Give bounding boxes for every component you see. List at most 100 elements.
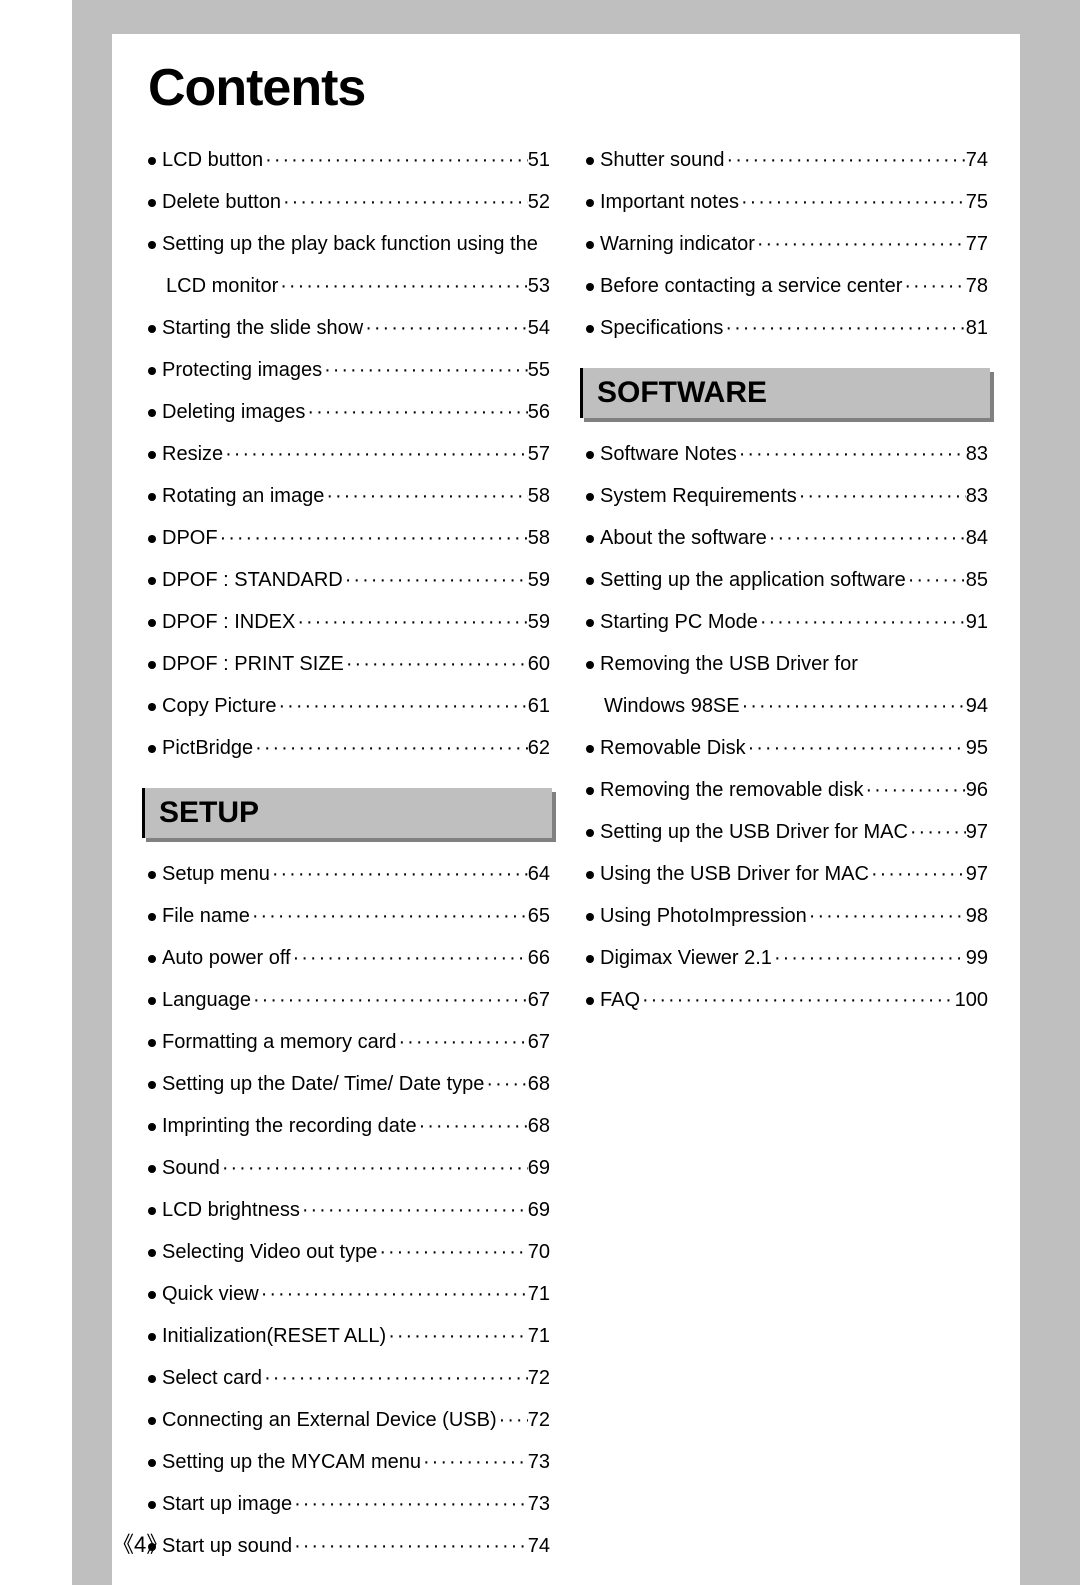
toc-item-page: 59 [528,566,550,594]
toc-item: Initialization(RESET ALL)···············… [148,1322,550,1350]
toc-item: Formatting a memory card················… [148,1028,550,1056]
toc-item-label: Language [162,986,251,1014]
bullet-icon [148,1375,156,1383]
toc-item-page: 67 [528,986,550,1014]
bullet-icon [586,325,594,333]
toc-item: Protecting images·······················… [148,356,550,384]
toc-item-label: Imprinting the recording date [162,1112,417,1140]
section-header-label: SETUP [159,796,259,829]
toc-item-page: 75 [966,188,988,216]
leader-dots: ········································… [421,1448,528,1476]
toc-item-page: 59 [528,608,550,636]
toc-item-page: 83 [966,482,988,510]
leader-dots: ········································… [270,860,528,888]
toc-item-label: LCD brightness [162,1196,300,1224]
toc-item-page: 100 [955,986,988,1014]
toc-item: File name·······························… [148,902,550,930]
toc-item: Warning indicator·······················… [586,230,988,258]
toc-item: Setting up the application software·····… [586,566,988,594]
toc-item-page: 72 [528,1406,550,1434]
toc-item: Starting PC Mode························… [586,608,988,636]
toc-item-label: FAQ [600,986,640,1014]
bullet-icon [586,283,594,291]
bullet-icon [148,871,156,879]
toc-item-page: 74 [528,1532,550,1560]
leader-dots: ········································… [723,314,965,342]
toc-item-page: 74 [966,146,988,174]
toc-list: Setup menu······························… [142,860,552,1560]
leader-dots: ········································… [278,272,527,300]
bullet-icon [586,871,594,879]
toc-item-label: Setup menu [162,860,270,888]
toc-item: LCD monitor·····························… [148,272,550,300]
toc-item-page: 77 [966,230,988,258]
toc-item: DPOF : INDEX····························… [148,608,550,636]
toc-item-label: Initialization(RESET ALL) [162,1322,386,1350]
toc-item-label: Shutter sound [600,146,725,174]
leader-dots: ········································… [253,734,528,762]
toc-item: Software Notes··························… [586,440,988,468]
leader-dots: ········································… [906,566,966,594]
toc-item: Digimax Viewer 2.1······················… [586,944,988,972]
bullet-icon [148,1333,156,1341]
bullet-icon [148,451,156,459]
toc-item: About the software······················… [586,524,988,552]
bullet-icon [586,619,594,627]
toc-item: LCD brightness··························… [148,1196,550,1224]
right-column: Shutter sound···························… [580,146,990,1574]
toc-item: Before contacting a service center······… [586,272,988,300]
toc-item: Connecting an External Device (USB)·····… [148,1406,550,1434]
toc-item-page: 68 [528,1112,550,1140]
toc-item-page: 51 [528,146,550,174]
toc-item-page: 70 [528,1238,550,1266]
leader-dots: ········································… [377,1238,527,1266]
bullet-icon [148,1291,156,1299]
leader-dots: ········································… [640,986,955,1014]
toc-item-page: 71 [528,1322,550,1350]
toc-item-label: Starting PC Mode [600,608,758,636]
leader-dots: ········································… [218,524,528,552]
toc-item-label: Software Notes [600,440,737,468]
toc-item: Rotating an image·······················… [148,482,550,510]
section-header-label: SOFTWARE [597,376,767,409]
toc-item-label: DPOF : PRINT SIZE [162,650,344,678]
toc-item: Setting up the play back function using … [148,230,550,258]
toc-item: Language································… [148,986,550,1014]
bullet-icon [586,787,594,795]
leader-dots: ········································… [772,944,966,972]
bullet-icon [148,661,156,669]
toc-item-label: DPOF [162,524,218,552]
bullet-icon [148,913,156,921]
toc-item-label: About the software [600,524,767,552]
page-number: 4 [134,1532,146,1557]
leader-dots: ········································… [908,818,966,846]
leader-dots: ········································… [281,188,528,216]
leader-dots: ········································… [220,1154,528,1182]
bullet-icon [148,955,156,963]
toc-item-page: 56 [528,398,550,426]
toc-item-label: Quick view [162,1280,259,1308]
page-number-footer: 《4》 [112,1527,168,1559]
toc-item-page: 73 [528,1490,550,1518]
toc-item-page: 57 [528,440,550,468]
toc-item-page: 52 [528,188,550,216]
toc-item-page: 81 [966,314,988,342]
toc-item: Start up image··························… [148,1490,550,1518]
toc-item: Starting the slide show·················… [148,314,550,342]
leader-dots: ········································… [259,1280,528,1308]
bullet-icon [586,913,594,921]
columns-wrapper: LCD button······························… [142,146,990,1574]
leader-dots: ········································… [386,1322,528,1350]
toc-item-label: Windows 98SE [604,692,740,720]
leader-dots: ········································… [725,146,966,174]
leader-dots: ········································… [397,1028,528,1056]
leader-dots: ········································… [863,776,965,804]
toc-item-label: Deleting images [162,398,305,426]
bullet-icon [586,661,594,669]
bullet-icon [148,703,156,711]
bullet-icon [586,997,594,1005]
toc-item-page: 55 [528,356,550,384]
leader-dots: ········································… [292,1490,528,1518]
toc-list: LCD button······························… [142,146,552,762]
bullet-icon [148,745,156,753]
